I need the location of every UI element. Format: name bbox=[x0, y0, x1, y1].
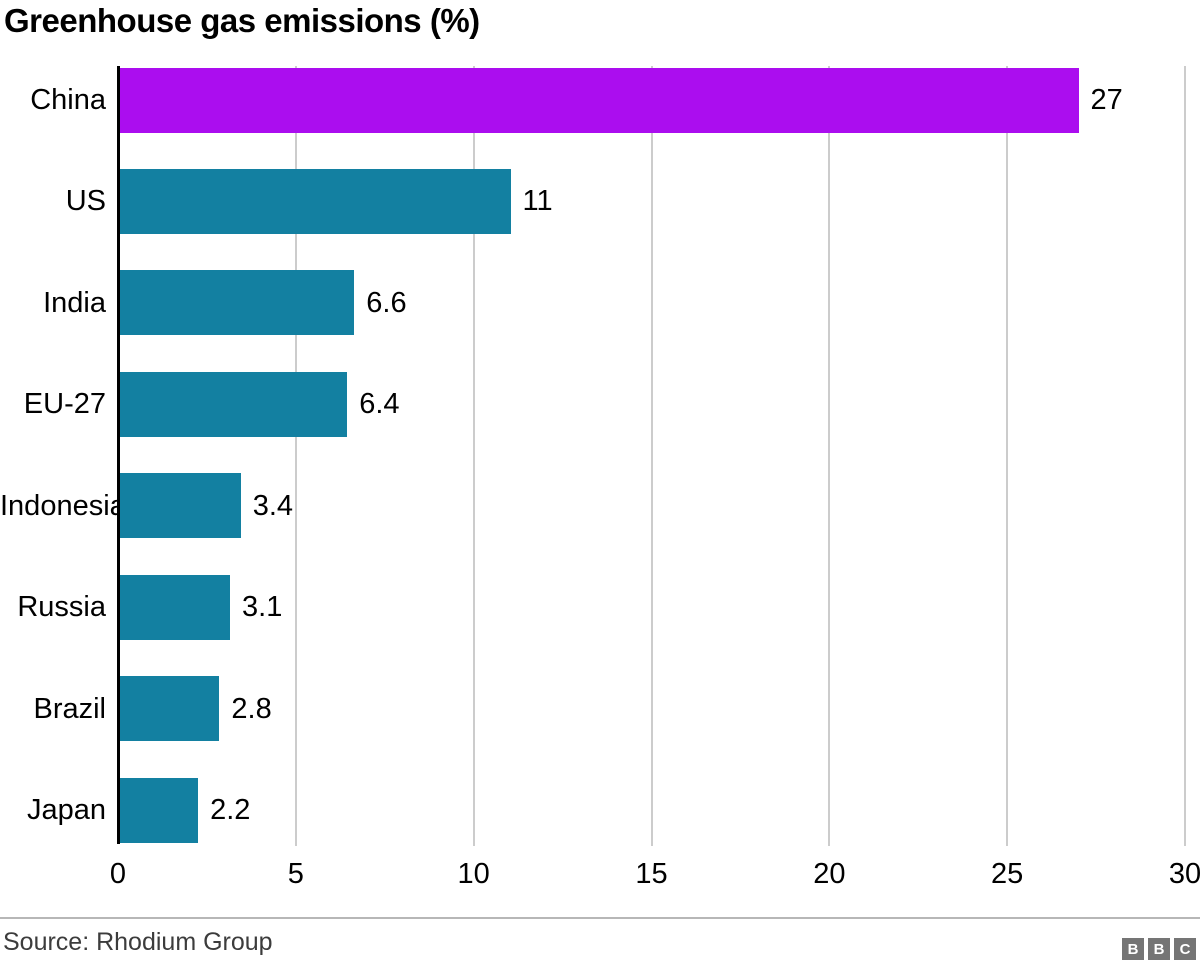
value-label: 3.4 bbox=[252, 489, 294, 522]
category-label: Indonesia bbox=[0, 489, 126, 522]
value-label: 6.4 bbox=[359, 388, 400, 421]
source-text: Source: Rhodium Group bbox=[3, 928, 273, 956]
bar-brazil bbox=[120, 676, 220, 742]
page-title: Greenhouse gas emissions (%) bbox=[4, 2, 480, 39]
bar-indonesia bbox=[120, 473, 241, 539]
bar-eu-27 bbox=[120, 371, 348, 437]
value-label: 3.1 bbox=[242, 591, 283, 624]
x-tick-label-30: 30 bbox=[1168, 858, 1200, 890]
x-tick-label-0: 0 bbox=[109, 858, 127, 890]
bbc-logo-letter: B bbox=[1148, 938, 1170, 960]
footer-divider bbox=[0, 917, 1200, 919]
gridline-30 bbox=[1184, 66, 1186, 846]
gridline-5 bbox=[294, 66, 297, 846]
bbc-logo: B B C bbox=[1122, 938, 1196, 960]
y-axis-line bbox=[117, 66, 120, 844]
bbc-logo-letter: C bbox=[1174, 938, 1196, 960]
bbc-logo-letter: B bbox=[1122, 938, 1144, 960]
bar-china bbox=[120, 67, 1079, 133]
category-label: China bbox=[30, 84, 106, 116]
gridline-20 bbox=[828, 66, 831, 846]
value-label: 2.8 bbox=[231, 692, 272, 725]
bar-us bbox=[120, 168, 511, 234]
x-tick-label-10: 10 bbox=[457, 858, 490, 890]
gridline-15 bbox=[650, 66, 653, 846]
bar-japan bbox=[120, 777, 199, 843]
category-label: Japan bbox=[26, 794, 106, 826]
x-tick-label-20: 20 bbox=[813, 858, 846, 890]
gridline-25 bbox=[1006, 66, 1009, 846]
category-label: Russia bbox=[17, 591, 106, 624]
gridline-10 bbox=[472, 66, 475, 846]
value-label: 11 bbox=[522, 185, 553, 218]
bar-india bbox=[120, 270, 355, 336]
category-label: India bbox=[43, 286, 106, 319]
category-label: EU-27 bbox=[23, 388, 106, 421]
bar-russia bbox=[120, 574, 231, 640]
category-label: Brazil bbox=[33, 692, 106, 725]
value-label: 2.2 bbox=[210, 794, 251, 826]
value-label: 6.6 bbox=[366, 286, 407, 319]
x-tick-label-15: 15 bbox=[635, 858, 668, 890]
x-tick-label-5: 5 bbox=[287, 858, 304, 890]
value-label: 27 bbox=[1090, 84, 1123, 116]
x-tick-label-25: 25 bbox=[991, 858, 1024, 890]
category-label: US bbox=[65, 185, 106, 218]
